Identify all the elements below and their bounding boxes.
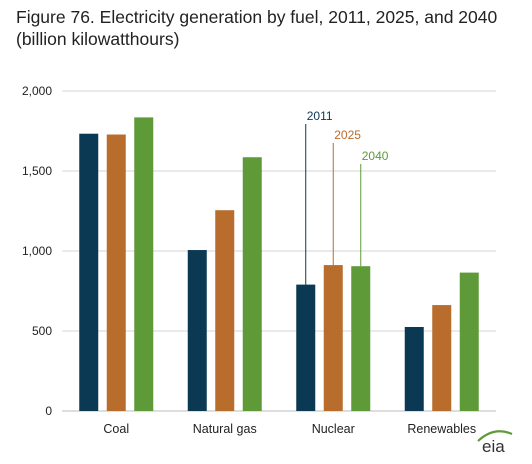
x-tick-label: Coal bbox=[103, 422, 129, 436]
bars bbox=[79, 117, 479, 412]
series-annotation-label: 2011 bbox=[307, 109, 333, 123]
bar-coal-2025 bbox=[106, 134, 126, 411]
bar-natural-gas-2025 bbox=[215, 210, 235, 411]
gridlines bbox=[62, 90, 496, 412]
y-tick-label: 0 bbox=[45, 404, 52, 418]
bar-coal-2011 bbox=[79, 133, 99, 411]
y-tick-label: 500 bbox=[32, 324, 52, 338]
series-annotation-label: 2025 bbox=[334, 128, 361, 142]
bar-coal-2040 bbox=[134, 117, 154, 412]
eia-logo-text: eia bbox=[482, 437, 505, 456]
y-tick-label: 1,000 bbox=[22, 244, 52, 258]
eia-logo: eia bbox=[477, 430, 513, 456]
y-axis-ticks: 0 500 1,000 1,500 2,000 bbox=[22, 84, 52, 418]
bar-natural-gas-2011 bbox=[187, 250, 207, 411]
x-tick-label: Natural gas bbox=[193, 422, 257, 436]
bar-nuclear-2025 bbox=[323, 265, 343, 411]
bar-nuclear-2011 bbox=[296, 284, 316, 411]
bar-nuclear-2040 bbox=[351, 266, 371, 411]
bar-renewables-2011 bbox=[404, 327, 424, 411]
bar-natural-gas-2040 bbox=[242, 157, 262, 411]
x-axis-labels: Coal Natural gas Nuclear Renewables bbox=[103, 422, 476, 436]
x-tick-label: Renewables bbox=[407, 422, 476, 436]
chart-title: Figure 76. Electricity generation by fue… bbox=[16, 7, 498, 49]
y-tick-label: 2,000 bbox=[22, 84, 52, 98]
x-tick-label: Nuclear bbox=[312, 422, 355, 436]
eia-logo-swoosh bbox=[477, 430, 513, 442]
y-tick-label: 1,500 bbox=[22, 164, 52, 178]
series-annotation-label: 2040 bbox=[362, 149, 389, 163]
bar-renewables-2025 bbox=[432, 305, 452, 411]
bar-renewables-2040 bbox=[459, 272, 479, 411]
